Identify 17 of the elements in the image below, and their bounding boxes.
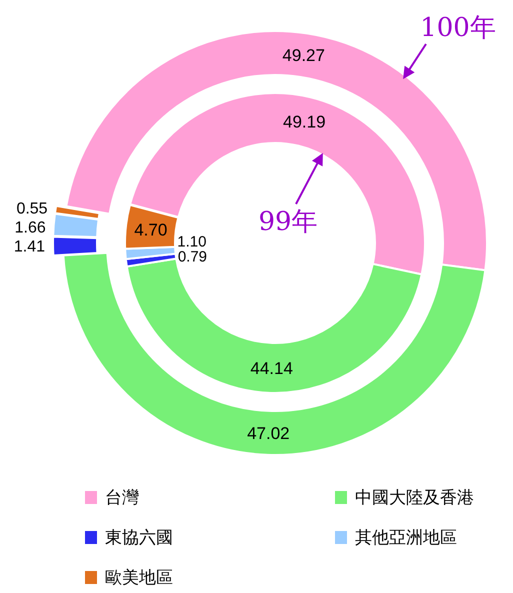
data-label: 49.27 (282, 46, 325, 66)
data-label: 0.79 (178, 248, 208, 266)
slice-label: 99年 (258, 207, 318, 237)
data-label: 44.14 (250, 358, 293, 378)
data-label: 49.19 (282, 112, 326, 132)
legend-label: 東協六國 (105, 528, 173, 548)
data-label: 1.66 (14, 220, 46, 237)
slice-label: 100年 (420, 13, 496, 43)
data-label: 1.10 (177, 234, 206, 251)
legend-label: 歐美地區 (105, 568, 173, 588)
data-label: 47.02 (247, 424, 290, 443)
data-label: 4.70 (134, 220, 168, 240)
legend-label: 其他亞洲地區 (355, 528, 457, 548)
data-label: 0.55 (16, 200, 48, 218)
legend-label: 中國大陸及香港 (355, 488, 474, 508)
data-label: 1.41 (14, 238, 46, 256)
legend-label: 台灣 (105, 488, 139, 508)
